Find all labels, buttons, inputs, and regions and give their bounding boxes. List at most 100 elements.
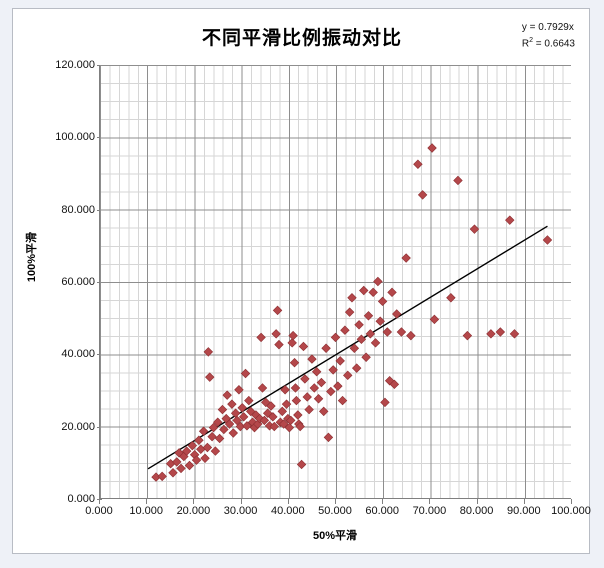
scatter-point <box>214 433 225 444</box>
x-axis-tick-label: 20.000 <box>176 505 211 517</box>
scatter-point <box>429 314 440 325</box>
scatter-point <box>370 338 381 348</box>
scatter-point <box>196 444 206 455</box>
x-axis-tick-mark <box>240 499 242 504</box>
scatter-point <box>401 253 411 263</box>
y-axis-tick-labels: 0.000 20.000 40.000 60.000 80.000 100.000 120.… <box>31 59 95 505</box>
y-axis-tick-label: 80.000 <box>61 203 95 216</box>
scatter-point <box>359 285 369 296</box>
scatter-point <box>200 453 210 464</box>
scatter-point <box>377 296 388 307</box>
y-axis-tick-label: 120.000 <box>55 59 95 71</box>
x-axis-tick-marks <box>99 499 572 505</box>
x-axis-tick-label: 50.000 <box>318 505 352 517</box>
y-axis-tick-label: 0.000 <box>67 493 95 505</box>
scatter-point <box>224 419 235 429</box>
scatter-point <box>246 406 256 417</box>
scatter-point <box>373 276 383 287</box>
scatter-point <box>337 395 348 406</box>
scatter-point <box>286 415 296 426</box>
scatter-point <box>284 422 295 433</box>
x-axis-tick-mark <box>146 499 148 504</box>
r-exponent: 2 <box>529 37 534 44</box>
scatter-point <box>184 460 195 471</box>
scatter-point <box>368 287 378 298</box>
x-axis-tick-label: 0.000 <box>85 505 113 517</box>
scatter-point <box>219 424 229 435</box>
scatter-point <box>326 386 336 397</box>
scatter-point <box>380 397 390 408</box>
scatter-point <box>309 383 320 393</box>
scatter-point <box>213 417 223 427</box>
r-label: R <box>521 38 530 50</box>
scatter-point <box>240 368 251 379</box>
scatter-point <box>406 330 416 341</box>
scatter-point <box>330 332 341 343</box>
plot-area <box>99 65 571 499</box>
x-axis-tick-mark <box>382 499 384 504</box>
scatter-point <box>237 403 247 413</box>
scatter-point <box>323 432 334 443</box>
x-axis-tick-mark <box>287 499 289 504</box>
scatter-point <box>210 446 221 456</box>
scatter-point <box>242 421 252 431</box>
scatter-point <box>382 327 393 337</box>
scatter-point <box>313 394 324 404</box>
scatter-point <box>172 457 182 467</box>
y-axis-tick-label: 20.000 <box>61 420 95 433</box>
scatter-point <box>269 421 279 432</box>
scatter-point <box>187 440 198 451</box>
scatter-point <box>277 406 287 417</box>
x-axis-tick-label: 80.000 <box>459 505 494 517</box>
scatter-point <box>375 316 385 326</box>
scatter-point <box>328 365 338 375</box>
scatter-point <box>356 334 367 344</box>
trendline-r-squared: R2 = 0.6643 <box>522 34 575 50</box>
x-axis-tick-mark <box>193 499 195 504</box>
x-axis-tick-mark <box>476 499 478 504</box>
major-gridlines <box>100 65 571 498</box>
scatter-point <box>298 341 309 352</box>
x-axis-tick-label: 60.000 <box>365 505 400 517</box>
scatter-point <box>495 327 506 337</box>
scatter-point <box>272 305 283 316</box>
x-axis-tick-mark <box>99 499 100 504</box>
scatter-point <box>290 383 301 393</box>
x-axis-tick-mark <box>523 499 525 504</box>
scatter-point <box>295 421 305 432</box>
scatter-point <box>361 352 371 362</box>
scatter-point <box>365 329 376 339</box>
chart-title: 不同平滑比例振动对比 <box>201 28 402 49</box>
scatter-point <box>354 320 364 330</box>
scatter-point <box>168 468 178 478</box>
scatter-point <box>280 385 290 395</box>
scatter-point <box>287 338 297 348</box>
scatter-point <box>321 343 331 353</box>
scatter-point <box>176 463 186 474</box>
scatter-point <box>217 404 228 415</box>
trendline-equation: y = 0.7929x <box>521 22 574 33</box>
scatter-point <box>257 383 268 393</box>
scatter-point <box>253 419 263 429</box>
scatter-point <box>259 415 270 426</box>
scatter-point <box>316 377 327 388</box>
scatter-point <box>266 401 276 411</box>
trendline <box>147 225 548 470</box>
scatter-point <box>307 354 317 364</box>
x-axis-tick-mark <box>571 499 572 504</box>
scatter-point <box>202 442 213 453</box>
scatter-point <box>198 426 209 436</box>
trendline-equation-annotation: y = 0.7929x R2 = 0.6643 <box>522 21 575 50</box>
scatter-point <box>505 215 515 225</box>
scatter-point <box>244 395 254 406</box>
scatter-point <box>207 431 217 442</box>
chart-container: 不同平滑比例振动对比 y = 0.7929x R2 = 0.6643 0.000… <box>12 8 591 554</box>
scatter-point <box>446 293 456 303</box>
scatter-point <box>453 175 463 186</box>
x-axis-tick-label: 70.000 <box>412 505 447 517</box>
y-axis-title: 100%平滑 <box>26 231 38 283</box>
scatter-point <box>413 159 423 169</box>
scatter-point <box>203 347 214 357</box>
x-axis-tick-label: 10.000 <box>129 505 164 517</box>
scatter-point <box>291 395 302 406</box>
